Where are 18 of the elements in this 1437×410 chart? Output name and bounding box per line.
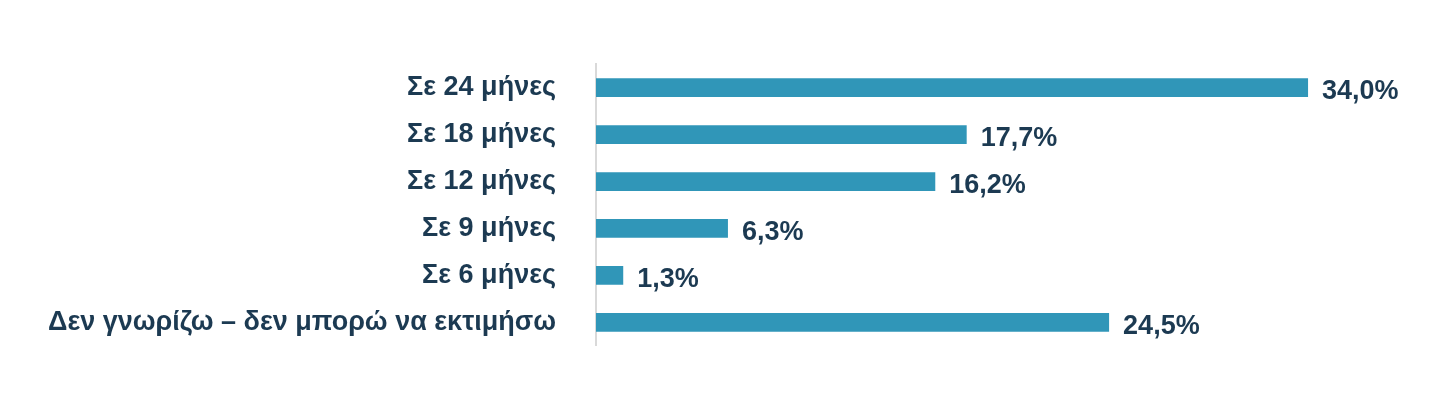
y-tick-label: Δεν γνωρίζω – δεν μπορώ να εκτιμήσω: [47, 305, 556, 336]
y-tick-label: Σε 24 μήνες: [407, 71, 556, 102]
y-tick-label: Σε 6 μήνες: [422, 258, 556, 289]
bar: [596, 266, 624, 285]
data-label: 1,3%: [637, 262, 699, 293]
y-tick-label: Σε 18 μήνες: [407, 118, 556, 149]
bar: [596, 125, 967, 144]
y-tick-label: Σε 12 μήνες: [407, 164, 556, 195]
bar: [596, 312, 1110, 332]
data-label: 24,5%: [1123, 309, 1200, 340]
bar: [596, 172, 936, 191]
data-label: 16,2%: [949, 168, 1026, 199]
data-label: 17,7%: [980, 122, 1058, 153]
bar: [596, 78, 1309, 98]
data-label: 6,3%: [741, 215, 804, 246]
data-label: 34,0%: [1322, 75, 1399, 106]
y-tick-label: Σε 9 μήνες: [422, 211, 556, 242]
bar: [596, 219, 728, 238]
